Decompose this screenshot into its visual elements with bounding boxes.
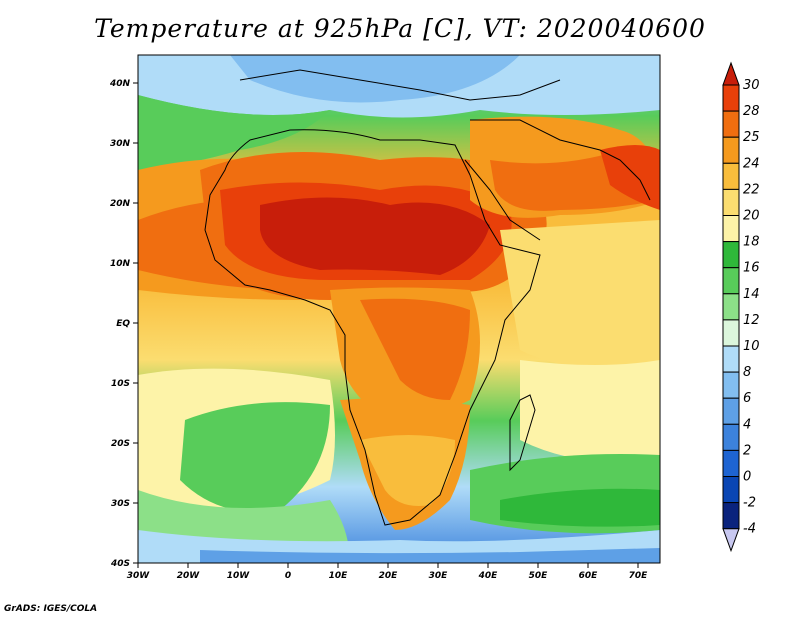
plot-frame (137, 54, 661, 564)
colorbar-swatch (722, 371, 740, 399)
colorbar-swatch (722, 397, 740, 425)
x-tick-label: 30E (429, 571, 449, 581)
colorbar-top-arrow (722, 61, 740, 86)
colorbar-swatch (722, 449, 740, 477)
y-tick-label: 20S (111, 439, 130, 449)
x-tick-label: 10W (227, 571, 251, 581)
y-tick-label: 30N (110, 139, 131, 149)
colorbar-bottom-arrow (722, 528, 740, 553)
map-title: Temperature at 925hPa [C], VT: 202004060… (94, 14, 706, 43)
y-tick-label: 30S (111, 499, 130, 509)
colorbar-label: 14 (743, 287, 760, 302)
colorbar-swatch (722, 162, 740, 190)
colorbar-label: 28 (743, 104, 760, 119)
colorbar-swatch (722, 241, 740, 269)
y-tick-label: 10N (110, 259, 131, 269)
colorbar-label: 4 (743, 417, 751, 432)
x-tick-label: 60E (579, 571, 599, 581)
x-tick-label: 70E (629, 571, 649, 581)
colorbar-swatch (722, 188, 740, 216)
colorbar-label: 0 (743, 470, 751, 485)
colorbar-swatch (722, 502, 740, 530)
y-tick-label: 40S (110, 559, 130, 569)
colorbar-label: 22 (743, 182, 760, 197)
colorbar-swatch (722, 267, 740, 295)
colorbar-swatch (722, 423, 740, 451)
temperature-field (138, 55, 660, 563)
colorbar-label: 18 (743, 235, 760, 250)
x-tick-label: 10E (329, 571, 349, 581)
x-axis: 30W 20W 10W 0 10E 20E 30E 40E 50E 60E 70E (127, 563, 648, 581)
colorbar-label: -2 (743, 496, 756, 511)
colorbar-label: 2 (743, 443, 751, 458)
colorbar-label: 6 (743, 391, 751, 406)
colorbar-label: 12 (743, 313, 760, 328)
x-tick-label: 0 (285, 571, 291, 581)
colorbar-label: 8 (743, 365, 751, 380)
y-tick-label: EQ (116, 319, 130, 329)
colorbar-label: 24 (743, 156, 760, 171)
y-tick-label: 40N (109, 79, 131, 89)
colorbar-swatch (722, 84, 740, 112)
x-tick-label: 20W (177, 571, 201, 581)
x-tick-label: 50E (529, 571, 549, 581)
colorbar-label: 30 (743, 78, 760, 93)
y-tick-label: 10S (111, 379, 130, 389)
y-tick-label: 20N (110, 199, 131, 209)
x-tick-label: 20E (379, 571, 399, 581)
colorbar-swatch (722, 319, 740, 347)
coastline (204, 69, 651, 526)
temperature-map: 30W 20W 10W 0 10E 20E 30E 40E 50E 60E 70E 40N30N20… (109, 54, 760, 581)
colorbar-label: -4 (743, 522, 756, 537)
colorbar-label: 10 (743, 339, 760, 354)
credit-label: GrADS: IGES/COLA (4, 604, 98, 614)
colorbar-swatch (722, 110, 740, 138)
colorbar-swatch (722, 215, 740, 243)
colorbar-label: 16 (743, 261, 760, 276)
colorbar-swatch (722, 476, 740, 504)
colorbar-label: 20 (743, 209, 760, 224)
x-tick-label: 30W (127, 571, 151, 581)
colorbar-swatch (722, 136, 740, 164)
y-axis: 40N 30N 20N 10N EQ 10S 20S 30S 40S (109, 79, 138, 569)
colorbar-label: 25 (743, 130, 760, 145)
colorbar-swatch (722, 345, 740, 373)
colorbar-swatch (722, 293, 740, 321)
x-tick-label: 40E (478, 571, 499, 581)
